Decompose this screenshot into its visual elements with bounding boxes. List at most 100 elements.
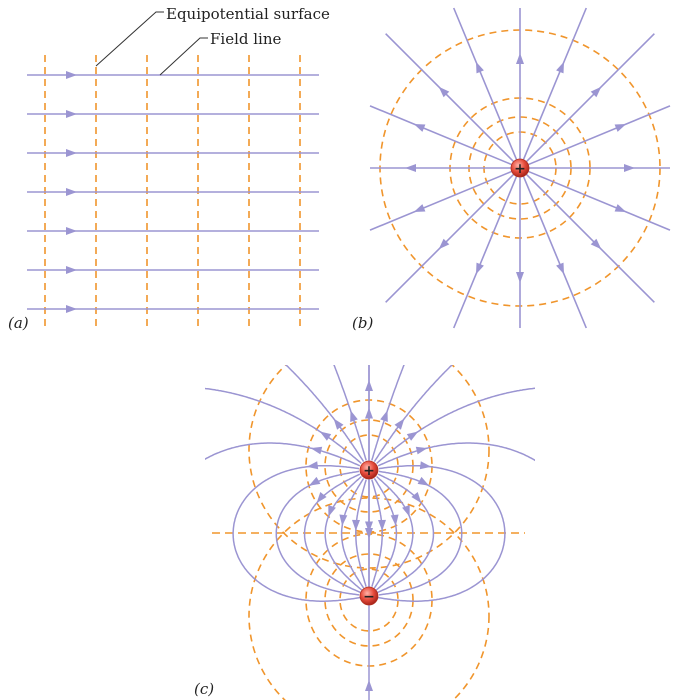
- panel-a-field-lines: [27, 71, 319, 313]
- dipole-field-arrow-10: [316, 492, 327, 504]
- radial-field-arrow-9: [516, 272, 524, 283]
- equipotential-negative-mid: [324, 553, 414, 647]
- dipole-field-arrow-15: [333, 418, 344, 430]
- radial-field-line-16: [452, 7, 518, 160]
- dipole-axis-arrow-middle: [365, 528, 373, 539]
- radial-field-arrow-10: [476, 262, 484, 275]
- dipole-field-arrow-14: [319, 431, 332, 441]
- dipole-field-arrow-7: [352, 519, 360, 531]
- dipole-field-line-16: [333, 365, 367, 461]
- dipole-field-arrow-21: [415, 446, 428, 455]
- dipole-field-line-14: [205, 387, 362, 465]
- radial-field-line-12: [369, 170, 512, 231]
- positive-charge-c: +: [359, 460, 379, 480]
- dipole-field-arrow-18: [380, 410, 388, 422]
- radial-field-line-11: [385, 173, 515, 303]
- panel-a-callouts: Equipotential surface Field line: [95, 5, 330, 76]
- dipole-field-line-22: [377, 464, 506, 602]
- dipole-field-line-13: [205, 442, 361, 467]
- panel-c-field-lines: [205, 365, 535, 700]
- field-line-arrow-7: [66, 305, 77, 313]
- dipole-field-arrow-13: [310, 446, 323, 455]
- radial-field-arrow-12: [413, 204, 426, 212]
- dipole-field-arrow-22: [419, 461, 432, 470]
- panel-a-uniform-field: Equipotential surface Field line (a): [8, 5, 330, 332]
- negative-charge-c-sign: −: [363, 589, 375, 605]
- radial-field-arrow-7: [590, 238, 602, 250]
- radial-field-arrow-11: [438, 238, 450, 250]
- equipotential-surface-label: Equipotential surface: [166, 5, 330, 23]
- dipole-field-line-2: [377, 473, 435, 594]
- dipole-field-line-10: [303, 473, 361, 594]
- dipole-field-line-15: [285, 365, 365, 462]
- panel-c-dipole: + − (c): [194, 365, 535, 700]
- negative-charge-c: −: [359, 586, 379, 606]
- radial-field-arrow-1: [516, 53, 524, 64]
- dipole-field-line-4: [373, 478, 398, 589]
- radial-field-arrow-15: [438, 86, 450, 98]
- dipole-field-line-8: [340, 478, 365, 589]
- radial-field-line-15: [385, 33, 515, 163]
- dipole-field-arrow-9: [328, 505, 336, 517]
- field-line-arrow-4: [66, 188, 77, 196]
- dipole-field-arrow-4: [390, 514, 399, 526]
- dipole-field-arrow-16: [350, 410, 358, 422]
- dipole-field-line-21: [377, 442, 535, 467]
- radial-field-arrow-16: [476, 61, 484, 74]
- positive-charge-b-sign: +: [514, 161, 526, 177]
- panel-c-label: (c): [194, 680, 214, 698]
- field-line-arrow-6: [66, 266, 77, 274]
- field-line-arrow-1: [66, 71, 77, 79]
- dipole-field-line-20: [376, 387, 535, 465]
- dipole-axis-arrow-top: [365, 380, 373, 391]
- radial-field-line-4: [528, 105, 671, 166]
- radial-field-arrow-3: [590, 86, 602, 98]
- dipole-field-arrow-1: [417, 476, 430, 486]
- radial-field-line-2: [522, 7, 588, 160]
- dipole-axis-arrow-bottom: [365, 680, 373, 691]
- dipole-field-arrow-11: [308, 476, 321, 486]
- dipole-field-arrow-8: [339, 514, 348, 526]
- radial-field-arrow-13: [405, 164, 416, 172]
- dipole-field-line-19: [373, 365, 453, 462]
- field-line-arrow-3: [66, 149, 77, 157]
- radial-field-arrow-14: [413, 124, 426, 132]
- radial-field-line-3: [525, 33, 655, 163]
- dipole-field-arrow-19: [394, 418, 405, 430]
- field-line-label: Field line: [210, 30, 282, 48]
- dipole-field-line-12: [232, 464, 361, 602]
- radial-field-line-14: [369, 105, 512, 166]
- radial-field-line-8: [522, 176, 588, 329]
- positive-charge-c-sign: +: [363, 463, 375, 479]
- dipole-field-line-18: [371, 365, 405, 461]
- dipole-field-arrow-3: [402, 505, 410, 517]
- dipole-field-arrow-20: [406, 431, 419, 441]
- radial-field-arrow-4: [614, 124, 627, 132]
- radial-field-arrow-6: [614, 204, 627, 212]
- positive-charge-b: +: [510, 158, 530, 178]
- radial-field-line-6: [528, 170, 671, 231]
- radial-field-arrow-8: [556, 262, 564, 275]
- radial-field-line-7: [525, 173, 655, 303]
- dipole-field-line-5: [371, 479, 383, 587]
- dipole-field-arrow-2: [411, 492, 422, 504]
- panel-b-field-lines: [369, 7, 671, 329]
- radial-field-line-10: [452, 176, 518, 329]
- equipotential-negative-outer: [248, 497, 490, 700]
- dipole-field-arrow-5: [378, 519, 386, 531]
- equipotential-callout-line: [95, 11, 164, 67]
- radial-field-arrow-5: [624, 164, 635, 172]
- field-line-arrow-2: [66, 110, 77, 118]
- panel-b-point-charge: + (b): [352, 7, 671, 332]
- dipole-field-line-1: [378, 470, 463, 596]
- field-line-callout-line: [159, 37, 208, 76]
- dipole-field-arrow-12: [306, 461, 319, 470]
- dipole-field-line-9: [324, 475, 363, 591]
- panel-a-label: (a): [8, 314, 29, 332]
- panel-b-label: (b): [352, 314, 373, 332]
- dipole-field-line-3: [375, 475, 414, 591]
- dipole-field-line-7: [355, 479, 367, 587]
- radial-field-arrow-2: [556, 61, 564, 74]
- field-line-arrow-5: [66, 227, 77, 235]
